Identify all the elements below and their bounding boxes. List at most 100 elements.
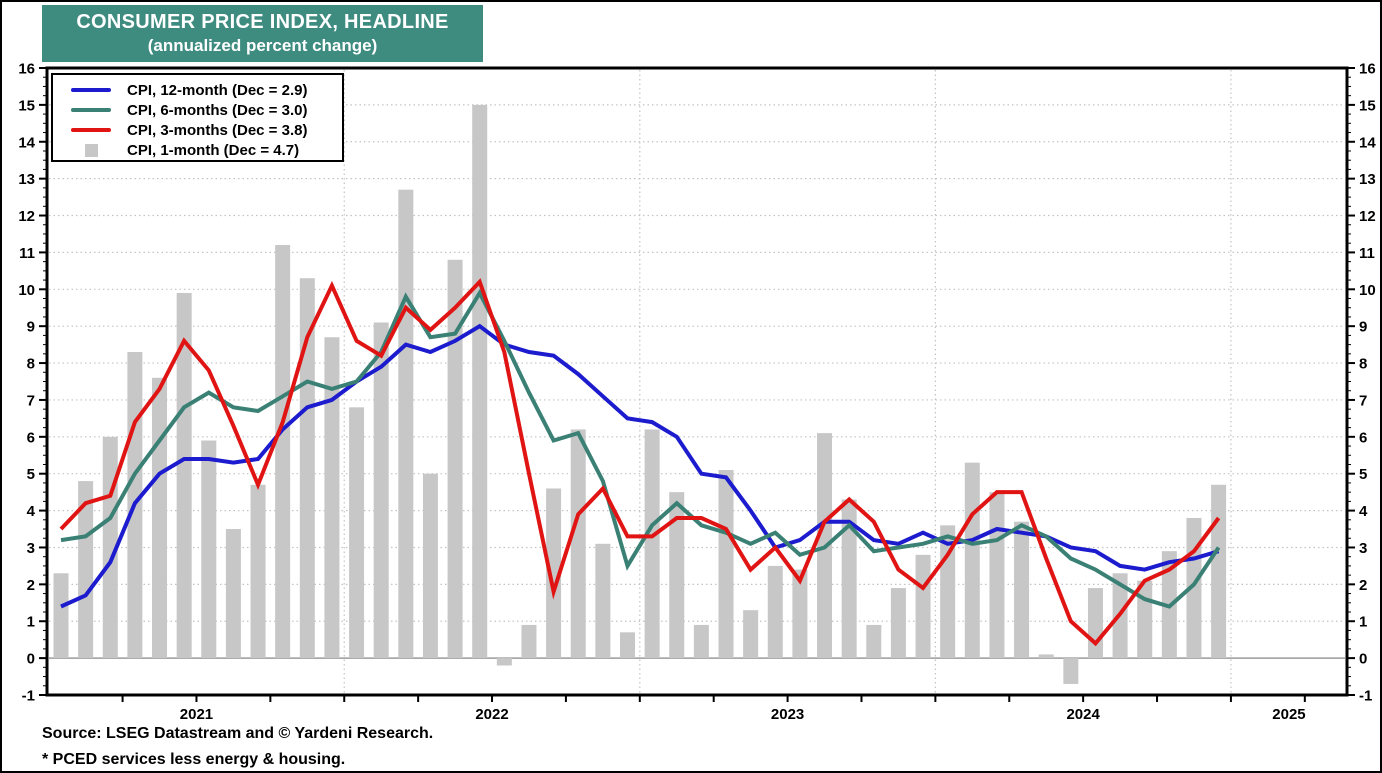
cpi-1-month-bar: [619, 632, 635, 659]
cpi-1-month-bar: [496, 658, 512, 666]
cpi-1-month-bar: [866, 624, 882, 659]
y-axis-label-right: 5: [1359, 466, 1367, 483]
cpi-1-month-bar: [1038, 654, 1054, 659]
source-text: Source: LSEG Datastream and © Yardeni Re…: [42, 725, 434, 742]
y-axis-label-right: 4: [1359, 503, 1368, 520]
cpi-1-month-bar: [422, 473, 438, 659]
cpi-1-month-bar: [1137, 580, 1153, 659]
cpi-1-month-bar: [349, 407, 365, 659]
y-axis-label-left: 7: [27, 392, 35, 409]
cpi-1-month-bar: [644, 429, 660, 659]
cpi-1-month-bar: [1014, 521, 1030, 659]
cpi-1-month-bar: [78, 481, 94, 659]
cpi-1-month-bar: [521, 624, 537, 659]
cpi-1-month-bar: [250, 484, 266, 659]
cpi-1-month-bar: [225, 529, 241, 659]
y-axis-label-right: 3: [1359, 540, 1367, 557]
chart-title-block: CONSUMER PRICE INDEX, HEADLINE (annualiz…: [42, 5, 483, 62]
cpi-1-month-bar: [176, 292, 192, 659]
cpi-1-month-bar: [201, 440, 217, 659]
y-axis-label-right: 9: [1359, 319, 1367, 336]
cpi-1-month-bar: [890, 588, 906, 659]
cpi-1-month-bar: [152, 377, 168, 659]
legend-label: CPI, 12-month (Dec = 2.9): [127, 81, 308, 99]
legend-label: CPI, 1-month (Dec = 4.7): [127, 141, 300, 159]
y-axis-label-right: 10: [1359, 282, 1376, 299]
y-axis-label-right: 1: [1359, 614, 1367, 631]
cpi-1-month-bar: [373, 322, 389, 659]
cpi-1-month-bar: [964, 462, 980, 659]
cpi-1-month-bar: [1087, 588, 1103, 659]
cpi-3-months-line: [59, 278, 1221, 647]
y-axis-label-right: 8: [1359, 356, 1367, 373]
cpi-1-month-bar: [841, 499, 857, 659]
y-axis-label-right: -1: [1359, 688, 1372, 705]
cpi-1-month-bar: [324, 337, 340, 659]
blue-line-swatch-icon: [71, 88, 111, 92]
legend-item-cpi-1-month: CPI, 1-month (Dec = 4.7): [65, 140, 342, 160]
cpi-1-month-bar: [570, 429, 586, 659]
y-axis-label-left: 10: [18, 282, 35, 299]
y-axis-label-left: -1: [22, 688, 35, 705]
cpi-1-month-bar: [669, 492, 685, 659]
chart-subtitle: (annualized percent change): [147, 36, 378, 56]
y-axis-label-right: 12: [1359, 208, 1376, 225]
green-line-swatch-icon: [71, 108, 111, 112]
x-year-label: 2023: [771, 706, 804, 723]
cpi-1-month-bar: [53, 573, 69, 659]
y-axis-label-left: 5: [27, 466, 35, 483]
y-axis-label-left: 0: [27, 651, 35, 668]
cpi-1-month-bar: [398, 189, 414, 659]
y-axis-label-left: 6: [27, 429, 35, 446]
y-axis-label-right: 13: [1359, 171, 1376, 188]
y-axis-label-left: 1: [27, 614, 35, 631]
gray-bar-swatch-icon: [84, 143, 98, 157]
cpi-1-month-bar: [767, 565, 783, 659]
cpi-1-month-bar: [299, 278, 315, 659]
footnote-text: * PCED services less energy & housing.: [42, 750, 346, 768]
y-axis-label-left: 14: [18, 134, 35, 151]
cpi-1-month-bar: [693, 624, 709, 659]
legend-label: CPI, 6-months (Dec = 3.0): [127, 101, 308, 119]
cpi-1-month-bar: [1211, 484, 1227, 659]
y-axis-label-left: 4: [27, 503, 36, 520]
y-axis-label-left: 3: [27, 540, 35, 557]
y-axis-label-left: 2: [27, 577, 35, 594]
chart-title: CONSUMER PRICE INDEX, HEADLINE: [76, 11, 449, 34]
cpi-1-month-bar: [743, 610, 759, 659]
cpi-1-month-bar: [915, 554, 931, 659]
footer: Source: LSEG Datastream and © Yardeni Re…: [42, 721, 434, 771]
cpi-1-month-bar: [792, 569, 808, 659]
legend-item-cpi-3-months: CPI, 3-months (Dec = 3.8): [65, 120, 342, 140]
legend-swatch-wrap: [65, 88, 117, 92]
y-axis-label-right: 14: [1359, 134, 1376, 151]
y-axis-label-left: 16: [18, 61, 35, 78]
cpi-1-month-bar: [275, 245, 291, 659]
x-year-label: 2021: [180, 706, 213, 723]
legend-swatch-wrap: [65, 128, 117, 132]
legend-swatch-wrap: [65, 108, 117, 112]
y-axis-label-right: 15: [1359, 97, 1376, 114]
legend-label: CPI, 3-months (Dec = 3.8): [127, 121, 308, 139]
cpi-1-month-bar: [718, 470, 734, 659]
red-line-swatch-icon: [71, 128, 111, 132]
cpi-1-month-bar: [595, 543, 611, 659]
cpi-1-month-bar: [472, 104, 488, 659]
y-axis-label-left: 9: [27, 319, 35, 336]
legend-item-cpi-12-month: CPI, 12-month (Dec = 2.9): [65, 80, 342, 100]
y-axis-label-right: 11: [1359, 245, 1375, 262]
y-axis-label-left: 13: [18, 171, 35, 188]
y-axis-label-left: 15: [18, 97, 35, 114]
y-axis-label-right: 2: [1359, 577, 1367, 594]
legend: CPI, 12-month (Dec = 2.9) CPI, 6-months …: [51, 73, 344, 162]
cpi-1-month-bar: [989, 492, 1005, 659]
cpi-6-months-line: [60, 288, 1221, 609]
cpi-1-month-bar: [102, 436, 118, 659]
legend-item-cpi-6-months: CPI, 6-months (Dec = 3.0): [65, 100, 342, 120]
x-year-label: 2022: [475, 706, 508, 723]
x-year-label: 2024: [1066, 706, 1100, 723]
cpi-1-month-bar: [1063, 658, 1079, 684]
cpi-1-month-bar: [447, 259, 463, 659]
